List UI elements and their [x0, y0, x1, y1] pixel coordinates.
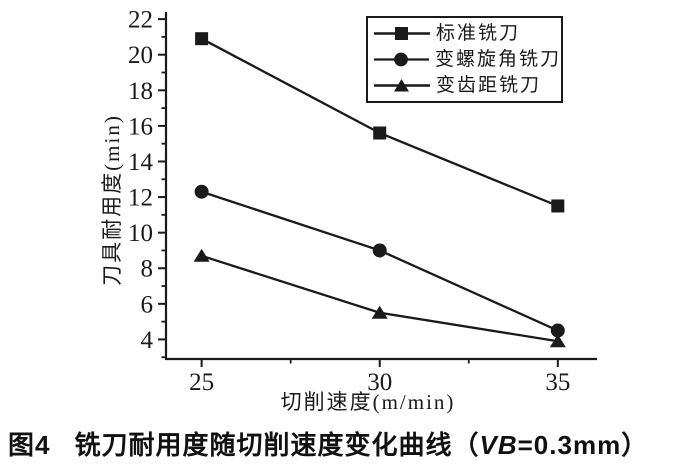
marker-square — [195, 32, 209, 46]
marker-triangle — [193, 248, 210, 262]
legend-label: 标准铣刀 — [436, 22, 521, 44]
y-tick-label: 6 — [141, 291, 154, 318]
x-tick-label: 35 — [545, 369, 570, 396]
y-tick-label: 12 — [128, 185, 153, 212]
marker-triangle — [371, 305, 388, 319]
plot-svg: 4 6 8 10 12 14 16 18 20 22 25 30 35 — [128, 7, 597, 396]
legend-label: 变螺旋角铣刀 — [434, 48, 561, 70]
legend-line-triangle-icon — [374, 79, 430, 92]
x-axis-label: 切削速度(m/min) — [280, 390, 456, 414]
caption-text: 铣刀耐用度随切削速度变化曲线 — [74, 430, 453, 460]
caption-paren-open: （ — [452, 430, 480, 460]
caption-variable: VB — [479, 430, 518, 460]
marker-square — [373, 126, 387, 140]
legend-item-variable-pitch-cutter: 变齿距铣刀 — [373, 73, 561, 99]
y-tick-label: 16 — [128, 113, 153, 140]
marker-circle — [550, 323, 565, 338]
marker-square — [551, 199, 565, 213]
y-tick-label: 4 — [141, 327, 154, 354]
y-tick-label: 10 — [128, 220, 153, 247]
y-tick-label: 8 — [141, 256, 154, 283]
caption-paren-close: ） — [621, 430, 649, 460]
y-tick-label: 14 — [128, 149, 154, 176]
marker-circle — [194, 184, 209, 199]
legend-item-variable-helix-cutter: 变螺旋角铣刀 — [373, 46, 561, 72]
figure-number: 图4 — [8, 430, 51, 460]
y-tick-label: 18 — [128, 78, 153, 105]
caption-equation: =0.3mm — [517, 430, 622, 460]
legend-item-standard-cutter: 标准铣刀 — [373, 20, 561, 46]
legend-label: 变齿距铣刀 — [436, 75, 542, 97]
figure-caption: 图4 铣刀耐用度随切削速度变化曲线（VB=0.3mm） — [8, 426, 696, 464]
legend: 标准铣刀 变螺旋角铣刀 变齿距铣刀 — [366, 16, 563, 103]
series-line-triangle — [201, 254, 558, 343]
marker-circle — [372, 243, 387, 258]
y-tick-label: 22 — [128, 7, 153, 34]
y-axis-label: 刀具耐用度(min) — [100, 114, 124, 286]
x-tick-label: 25 — [189, 369, 214, 396]
y-tick-label: 20 — [128, 42, 153, 69]
x-tick-label: 30 — [367, 369, 392, 396]
legend-line-square-icon — [374, 26, 430, 40]
legend-line-circle-icon — [373, 52, 430, 67]
marker-triangle — [549, 334, 566, 348]
axis-spines — [164, 12, 597, 361]
